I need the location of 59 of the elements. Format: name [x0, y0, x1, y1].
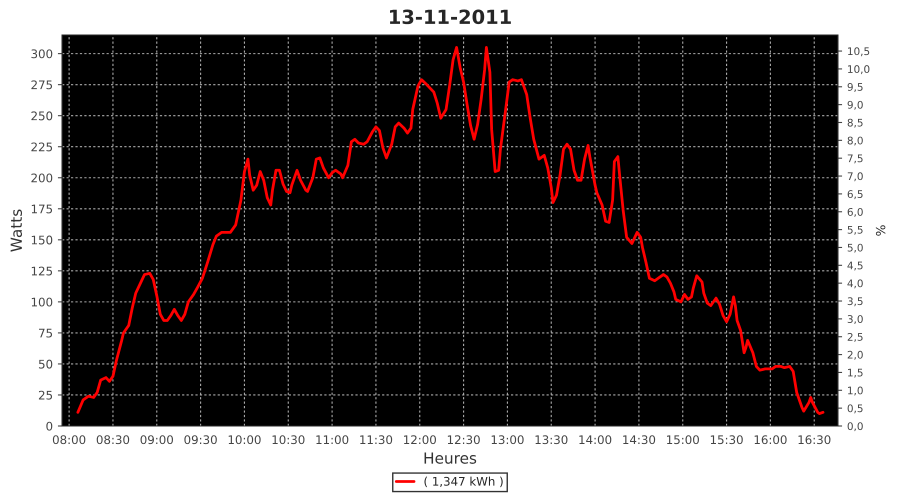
x-tick-label: 16:30	[798, 435, 830, 444]
y2-tick-label: 1,5	[848, 368, 863, 378]
y-tick-label: 125	[32, 266, 52, 276]
x-tick-label: 08:30	[96, 435, 130, 444]
y2-tick-label: 1,0	[848, 386, 863, 396]
y-tick-label: 225	[31, 142, 52, 152]
x-tick-label: 09:00	[140, 435, 173, 444]
y-tick-label: 100	[32, 298, 52, 307]
y2-tick-label: 10,0	[848, 65, 870, 74]
y2-tick-label: 4,5	[847, 262, 863, 270]
y2-tick-label: 8,0	[848, 136, 863, 146]
y-tick-label: 300	[31, 49, 52, 58]
y2-tick-label: 4,0	[847, 279, 863, 288]
y2-tick-label: 0,0	[848, 422, 863, 432]
line-series	[76, 46, 824, 415]
y-tick-label: 50	[38, 360, 52, 369]
x-tick-label: 08:00	[52, 435, 86, 444]
y-tick-label: 275	[31, 80, 52, 90]
y-tick-label: 25	[38, 390, 52, 400]
x-tick-label: 09:30	[184, 435, 217, 444]
y2-axis-title: %	[876, 225, 886, 236]
x-tick-label: 15:30	[710, 435, 743, 444]
x-axis-title: Heures	[424, 452, 476, 464]
x-tick-label: 11:30	[360, 435, 392, 444]
y2-tick-label: 6,5	[848, 190, 863, 200]
y2-tick-label: 3,5	[848, 297, 863, 306]
x-tick-label: 15:00	[667, 435, 699, 444]
y2-tick-label: 9,5	[848, 83, 863, 92]
x-tick-label: 10:30	[272, 435, 304, 444]
y2-tick-label: 7,5	[848, 154, 863, 164]
x-tick-label: 11:00	[316, 435, 348, 444]
x-tick-label: 12:00	[404, 435, 436, 444]
y-tick-label: 150	[32, 236, 52, 244]
y2-tick-label: 3,0	[848, 315, 863, 324]
y-tick-label: 75	[39, 328, 52, 338]
y2-tick-label: 5,0	[848, 244, 863, 253]
x-tick-label: 14:30	[623, 435, 656, 444]
y-tick-label: 0	[46, 422, 52, 431]
y2-tick-label: 6,0	[848, 208, 863, 217]
x-tick-label: 10:00	[228, 435, 261, 444]
x-tick-label: 13:00	[492, 435, 524, 444]
y-tick-label: 250	[31, 111, 52, 120]
chart-title: 13-11-2011	[390, 9, 511, 24]
x-tick-label: 12:30	[448, 435, 480, 444]
y2-tick-label: 8,5	[848, 118, 863, 128]
legend-label: ( 1,347 kWh )	[424, 476, 503, 488]
y2-tick-label: 2,0	[848, 350, 863, 360]
y-axis-title: Watts	[10, 210, 22, 252]
x-tick-label: 16:00	[754, 435, 787, 444]
y2-tick-label: 0,5	[848, 404, 863, 414]
y-tick-label: 175	[32, 204, 52, 214]
y2-tick-label: 9,0	[848, 100, 863, 110]
y2-tick-label: 7,0	[848, 172, 863, 182]
y2-tick-label: 10,5	[848, 47, 870, 56]
y2-tick-label: 2,5	[848, 332, 863, 342]
x-tick-label: 13:30	[536, 435, 568, 444]
y2-tick-label: 5,5	[848, 226, 863, 235]
x-tick-label: 14:00	[579, 435, 612, 444]
y-tick-label: 200	[31, 173, 52, 182]
